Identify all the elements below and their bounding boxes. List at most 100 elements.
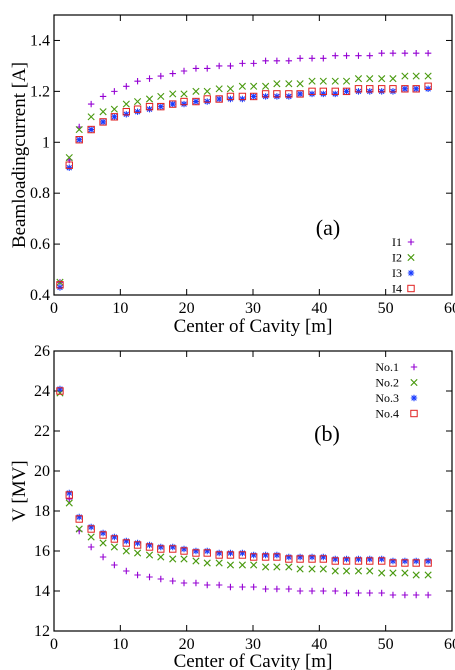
data-point — [412, 85, 420, 93]
data-point — [424, 72, 432, 80]
data-point — [134, 571, 141, 579]
data-point — [366, 589, 373, 597]
legend-label: I4 — [392, 282, 402, 296]
data-point — [285, 57, 293, 65]
data-point — [378, 589, 385, 597]
legend-marker — [407, 284, 415, 293]
data-point — [366, 52, 373, 59]
data-point — [87, 113, 95, 121]
series-no1 — [56, 387, 432, 599]
x-tick-label: 10 — [112, 300, 128, 317]
data-point — [343, 589, 350, 597]
data-point — [169, 555, 177, 563]
data-point — [134, 108, 141, 115]
data-point — [192, 549, 200, 557]
data-point — [238, 551, 247, 559]
series-no4 — [56, 387, 432, 567]
data-point — [319, 77, 327, 85]
data-point — [424, 85, 432, 93]
data-point — [157, 543, 164, 551]
data-point — [412, 571, 420, 579]
y-tick-label: 18 — [34, 503, 50, 520]
data-point — [75, 515, 83, 523]
data-point — [99, 539, 107, 547]
data-point — [169, 70, 176, 77]
data-point — [180, 555, 188, 563]
data-point — [378, 49, 385, 57]
data-point — [366, 88, 373, 95]
data-point — [355, 88, 362, 95]
data-point — [169, 100, 176, 108]
data-point — [378, 555, 385, 563]
data-point — [192, 547, 200, 555]
data-point — [169, 100, 177, 108]
data-point — [110, 543, 118, 551]
data-point — [296, 80, 304, 88]
x-tick-label: 40 — [311, 300, 327, 317]
x-tick-label: 30 — [245, 300, 261, 317]
data-point — [215, 581, 223, 589]
data-point — [273, 57, 281, 65]
data-point — [262, 57, 269, 65]
data-point — [204, 65, 211, 72]
panel-b-cavity-voltage: 0 10 20 30 40 50 60 12 14 16 18 20 22 24 26 Center of C… — [9, 343, 455, 670]
data-point — [180, 547, 188, 555]
data-point — [273, 90, 281, 98]
data-point — [389, 569, 397, 577]
data-point — [296, 565, 304, 573]
data-point — [412, 72, 420, 80]
x-axis-label: Center of Cavity [m] — [174, 316, 333, 337]
data-point — [389, 559, 397, 567]
legend-marker — [410, 363, 418, 371]
data-point — [226, 551, 235, 559]
data-point — [389, 49, 397, 57]
data-point — [56, 281, 64, 289]
data-point — [308, 553, 316, 561]
x-tick-label: 0 — [50, 300, 58, 317]
data-point — [75, 125, 83, 134]
data-point — [412, 85, 420, 93]
data-point — [134, 539, 141, 547]
data-point — [215, 559, 223, 567]
data-point — [401, 85, 409, 93]
data-point — [355, 555, 362, 563]
data-point — [366, 75, 374, 83]
legend-label: I3 — [392, 266, 402, 280]
data-point — [319, 87, 328, 96]
data-point — [227, 583, 234, 591]
data-point — [145, 102, 154, 111]
data-point — [87, 125, 95, 134]
data-point — [157, 92, 165, 101]
data-point — [192, 557, 200, 565]
data-point — [111, 533, 118, 541]
data-point — [308, 87, 316, 96]
data-point — [238, 561, 246, 569]
data-point — [56, 385, 64, 393]
data-point — [296, 553, 304, 561]
data-point — [412, 557, 420, 565]
data-point — [87, 525, 95, 533]
data-point — [378, 569, 386, 577]
data-point — [262, 585, 269, 593]
data-point — [296, 90, 304, 98]
data-point — [285, 585, 293, 593]
data-point — [296, 555, 304, 563]
data-point — [285, 553, 293, 561]
y-tick-label: 1 — [42, 134, 50, 151]
data-point — [389, 75, 397, 83]
data-point — [355, 52, 362, 59]
data-point — [377, 85, 386, 93]
data-point — [76, 513, 83, 521]
data-point — [122, 539, 131, 547]
data-point — [110, 535, 119, 543]
series-i3 — [56, 85, 432, 291]
data-point — [308, 587, 316, 595]
data-point — [285, 90, 293, 98]
data-point — [296, 90, 304, 98]
data-point — [262, 551, 269, 559]
data-point — [192, 98, 200, 105]
data-point — [215, 551, 223, 559]
legend-marker — [407, 253, 415, 262]
data-point — [424, 559, 432, 567]
x-tick-label: 60 — [444, 636, 455, 653]
